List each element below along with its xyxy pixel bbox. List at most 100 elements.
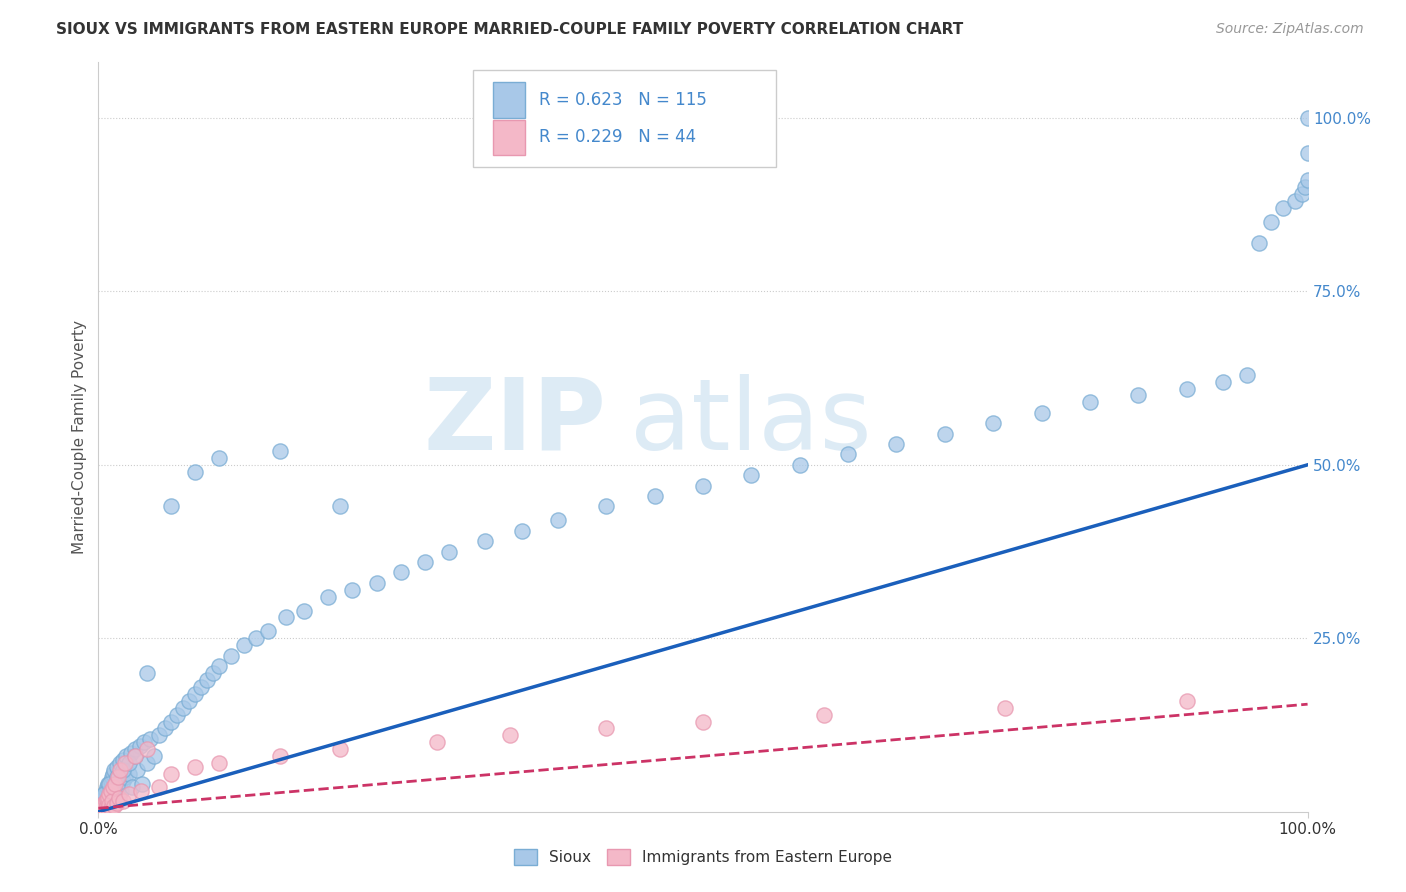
Point [1272,201,1295,215]
Point [96,794,118,808]
Point [124,749,146,764]
Point [128,739,150,753]
Point [98,797,121,811]
Point [101,766,124,780]
Point [692,478,714,492]
Point [595,500,617,514]
Point [98,788,121,802]
Point [121,780,143,795]
Point [97,790,120,805]
Point [837,447,859,461]
Point [93,797,115,811]
FancyBboxPatch shape [492,82,526,118]
Point [91,803,114,817]
Point [510,524,533,538]
Point [426,735,449,749]
Point [105,797,128,811]
Point [104,784,127,798]
Point [111,753,134,767]
Point [94,784,117,798]
Point [160,714,183,729]
Point [184,465,207,479]
Point [269,749,291,764]
Point [108,756,131,771]
Point [118,756,141,771]
Point [111,763,134,777]
Point [135,756,157,771]
Point [129,784,152,798]
Point [96,792,118,806]
Point [148,728,170,742]
Point [474,534,496,549]
Point [97,789,120,804]
Point [120,746,142,760]
Point [692,714,714,729]
Point [105,780,128,795]
Point [789,458,811,472]
Point [886,437,908,451]
Point [107,770,129,784]
Point [94,803,117,817]
Point [100,770,122,784]
Point [114,770,136,784]
Point [1175,694,1198,708]
Text: atlas: atlas [630,374,872,471]
Point [94,794,117,808]
Point [103,799,125,814]
Point [135,665,157,680]
Point [172,700,194,714]
Point [103,763,125,777]
Point [184,687,207,701]
Point [498,728,520,742]
Point [342,582,364,597]
Point [93,801,115,815]
Point [93,788,115,802]
Point [91,800,114,814]
Point [329,742,352,756]
Point [232,638,254,652]
Point [105,770,128,784]
Point [96,794,118,808]
Point [93,788,115,802]
Point [202,665,225,680]
Text: ZIP: ZIP [423,374,606,471]
Point [131,777,153,791]
Point [740,468,762,483]
Point [104,777,127,791]
Point [1291,187,1313,202]
Point [96,799,118,814]
Legend: Sioux, Immigrants from Eastern Europe: Sioux, Immigrants from Eastern Europe [508,843,898,871]
Point [256,624,278,639]
Point [108,777,131,791]
Point [115,749,138,764]
Point [208,756,231,771]
Point [91,797,114,812]
Point [166,707,188,722]
Point [981,416,1004,430]
Point [547,513,569,527]
Point [1212,375,1234,389]
Point [269,444,291,458]
Point [160,766,183,780]
Point [114,756,136,771]
Point [190,680,212,694]
Point [91,799,114,814]
Point [105,759,128,773]
Point [1296,145,1319,160]
Point [101,784,124,798]
Point [91,790,114,805]
Point [108,763,131,777]
Point [135,742,157,756]
Point [111,794,134,808]
Point [245,632,267,646]
Point [366,575,388,590]
Point [153,722,176,736]
Point [595,722,617,736]
Point [101,794,124,808]
Point [124,749,146,764]
Point [110,784,132,798]
Point [91,794,114,808]
Point [1078,395,1101,409]
Text: R = 0.229   N = 44: R = 0.229 N = 44 [538,128,696,146]
Point [100,788,122,802]
